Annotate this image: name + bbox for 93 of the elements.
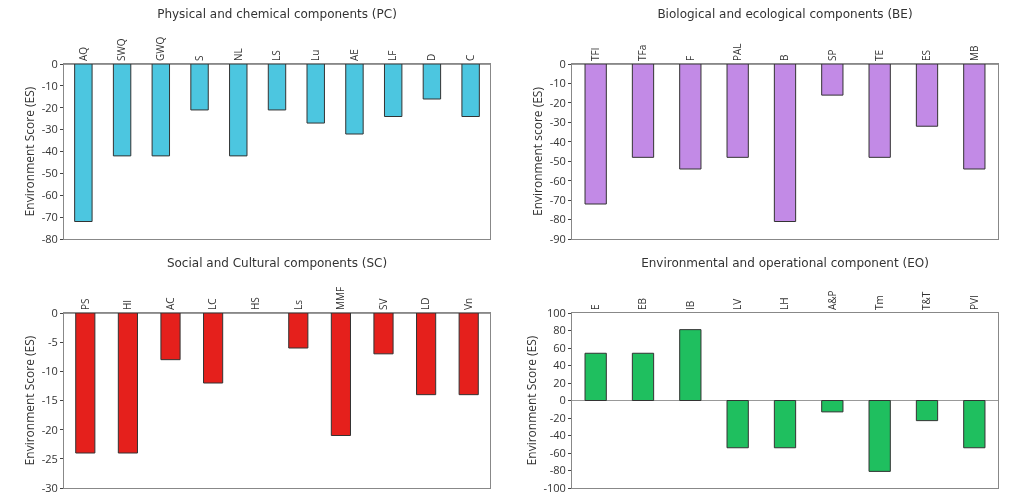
x-tick-label: TFl [587, 47, 602, 61]
bar [915, 400, 939, 422]
x-tick-label: LH [777, 297, 792, 310]
x-tick-label: S [191, 55, 206, 61]
x-tick-label: LS [269, 50, 284, 61]
y-tick-label: 0 [559, 392, 566, 408]
y-tick-label: -10 [549, 75, 566, 91]
y-tick-label: -30 [41, 121, 58, 137]
y-tick-label: -30 [41, 479, 58, 495]
x-tick-label: IB [682, 300, 697, 310]
x-tick-label: SP [824, 49, 839, 61]
chart-title: Social and Cultural components (SC) [166, 255, 388, 270]
bar [963, 400, 986, 449]
y-tick-label: -60 [549, 172, 566, 188]
y-tick-label: 80 [553, 322, 566, 338]
y-axis-title: Environment Score (ES) [20, 335, 38, 466]
x-tick-label: Vn [460, 297, 475, 310]
y-tick-label: -50 [41, 165, 58, 181]
y-tick-label: -15 [41, 392, 58, 408]
y-tick-label: -80 [549, 462, 566, 478]
x-tick-label: HS [247, 297, 262, 310]
y-tick-label: -100 [543, 479, 566, 495]
chart-title: Biological and ecological components (BE) [657, 6, 913, 21]
y-axis-title: Environment Score (ES) [20, 86, 38, 217]
x-tick-label: EB [635, 297, 650, 310]
x-tick-label: E [587, 304, 602, 310]
y-tick-label: 40 [553, 357, 566, 373]
y-tick-label: 0 [51, 55, 58, 71]
x-tick-label: AQ [75, 46, 90, 61]
x-tick-label: LF [385, 50, 400, 61]
x-tick-label: SV [375, 298, 390, 310]
y-tick-label: 0 [51, 304, 58, 320]
chart-title: Physical and chemical components (PC) [157, 6, 397, 21]
x-tick-label: F [682, 55, 697, 61]
y-tick-label: -40 [549, 427, 566, 443]
x-tick-label: HI [120, 299, 135, 310]
y-axis-title: Environment Score (ES) [522, 335, 540, 466]
x-tick-label: D [424, 53, 439, 61]
y-tick-label: -70 [41, 208, 58, 224]
x-tick-label: TE [871, 49, 886, 61]
x-tick-label: AC [162, 297, 177, 310]
y-tick-label: -20 [549, 409, 566, 425]
bar [584, 352, 607, 401]
x-tick-label: PS [77, 298, 92, 310]
x-tick-label: A&P [824, 290, 839, 310]
bar [679, 329, 702, 401]
y-tick-label: 20 [553, 374, 566, 390]
y-tick-label: -60 [41, 187, 58, 203]
bar [821, 400, 844, 413]
bar [773, 400, 797, 449]
y-tick-label: -70 [549, 191, 566, 207]
y-tick-label: -20 [41, 99, 58, 115]
y-tick-label: -40 [549, 133, 566, 149]
y-tick-label: -40 [41, 143, 58, 159]
y-tick-label: -30 [549, 114, 566, 130]
x-tick-label: AE [346, 49, 361, 61]
y-tick-label: -90 [549, 230, 566, 246]
x-tick-label: Ls [290, 299, 305, 310]
y-tick-label: -50 [549, 153, 566, 169]
bar [726, 400, 749, 449]
y-tick-label: -20 [549, 94, 566, 110]
x-tick-label: PAL [729, 43, 744, 61]
y-tick-label: 0 [559, 55, 566, 71]
y-tick-label: -10 [41, 77, 58, 93]
x-tick-label: Tm [871, 295, 886, 310]
x-tick-label: T&T [919, 291, 934, 310]
x-tick-label: TFa [635, 44, 650, 61]
chart-title: Environmental and operational component (EO) [641, 255, 929, 270]
x-tick-label: C [462, 54, 477, 61]
y-tick-label: -20 [41, 421, 58, 437]
y-tick-label: 100 [546, 304, 566, 320]
y-tick-label: -10 [41, 363, 58, 379]
bar [631, 352, 655, 401]
x-tick-label: GWQ [153, 36, 168, 61]
y-tick-label: -60 [549, 444, 566, 460]
x-tick-label: ES [919, 49, 934, 61]
y-tick-label: -80 [549, 211, 566, 227]
y-tick-label: -5 [47, 334, 58, 350]
y-tick-label: -80 [41, 230, 58, 246]
bar [868, 400, 891, 472]
x-tick-label: PVI [966, 295, 981, 310]
x-tick-label: LC [205, 298, 220, 310]
x-tick-label: MB [966, 45, 981, 61]
y-tick-label: -25 [41, 450, 58, 466]
x-tick-label: LD [418, 297, 433, 310]
x-tick-label: Lu [307, 49, 322, 61]
x-tick-label: B [777, 54, 792, 61]
x-tick-label: MMF [333, 286, 348, 310]
x-tick-label: SWQ [114, 38, 129, 61]
y-tick-label: 60 [553, 339, 566, 355]
x-tick-label: NL [230, 48, 245, 61]
x-tick-label: LV [729, 298, 744, 310]
y-axis-title: Environment score (ES) [528, 86, 546, 216]
